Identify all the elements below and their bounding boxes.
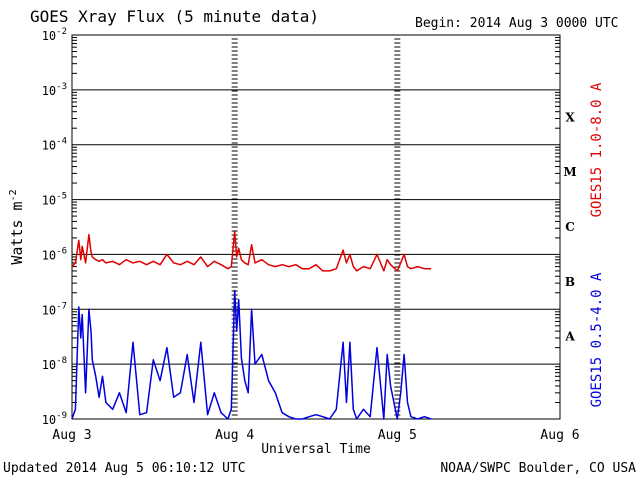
flare-class-label: M	[563, 165, 576, 179]
series-line-short	[71, 289, 432, 420]
x-tick-label: Aug 6	[540, 428, 579, 443]
y-tick-label: 10-4	[42, 137, 67, 153]
x-axis-label: Universal Time	[261, 442, 371, 457]
y-axis-label: Watts m-2	[8, 189, 26, 264]
legend-label-long: GOES15 1.0-8.0 A	[589, 82, 605, 217]
flare-class-label: X	[565, 110, 575, 124]
chart-title: GOES Xray Flux (5 minute data)	[30, 7, 319, 26]
plot-frame	[71, 34, 561, 420]
x-tick-label: Aug 4	[215, 428, 254, 443]
y-tick-label: 10-8	[42, 356, 67, 372]
y-tick-label: 10-7	[42, 301, 67, 317]
legend-label-short: GOES15 0.5-4.0 A	[589, 272, 605, 407]
y-tick-label: 10-6	[42, 246, 67, 262]
y-tick-label: 10-5	[42, 192, 67, 208]
begin-label: Begin: 2014 Aug 3 0000 UTC	[415, 16, 619, 31]
x-tick-label: Aug 5	[378, 428, 417, 443]
flare-class-label: A	[564, 330, 575, 344]
y-tick-label: 10-3	[42, 82, 67, 98]
updated-label: Updated 2014 Aug 5 06:10:12 UTC	[3, 461, 246, 476]
credit-label: NOAA/SWPC Boulder, CO USA	[440, 461, 636, 476]
flare-class-label: C	[565, 220, 575, 234]
flare-class-label: B	[565, 275, 575, 289]
x-tick-label: Aug 3	[52, 428, 91, 443]
series-line-long	[71, 230, 432, 272]
y-tick-label: 10-9	[42, 411, 67, 427]
y-tick-label: 10-2	[42, 27, 67, 43]
